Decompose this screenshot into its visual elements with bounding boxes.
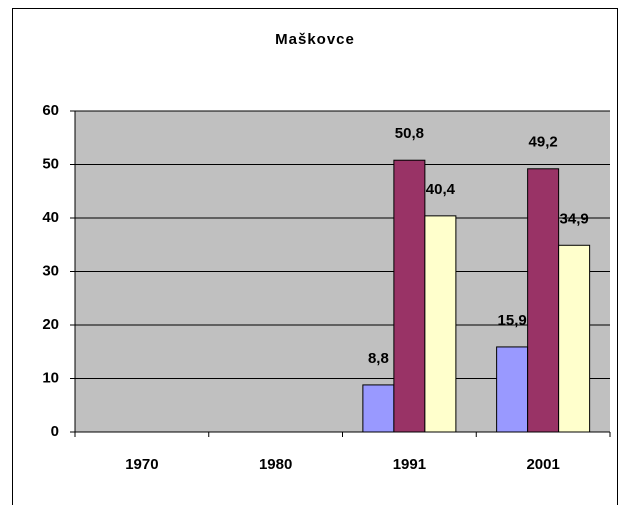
bar	[527, 168, 560, 433]
y-tick-label: 20	[42, 316, 59, 333]
data-label: 34,9	[560, 210, 589, 227]
y-tick-label: 50	[42, 155, 59, 172]
y-tick-label: 60	[42, 102, 59, 119]
bar	[496, 346, 529, 433]
x-tick-label: 2001	[526, 456, 559, 473]
bar	[424, 215, 457, 433]
y-tick-label: 30	[42, 262, 59, 279]
chart-frame	[12, 8, 618, 505]
y-tick-label: 0	[51, 423, 59, 440]
data-label: 49,2	[529, 134, 558, 151]
y-tick-label: 10	[42, 369, 59, 386]
x-tick-label: 1991	[393, 456, 426, 473]
y-tick-label: 40	[42, 209, 59, 226]
bar	[362, 384, 395, 433]
data-label: 50,8	[395, 125, 424, 142]
data-label: 40,4	[426, 181, 456, 198]
data-label: 15,9	[498, 312, 527, 329]
chart-title: Maškovce	[275, 31, 355, 48]
bar	[558, 244, 591, 433]
bar	[393, 159, 426, 433]
data-label: 8,8	[368, 350, 389, 367]
x-tick-label: 1980	[259, 456, 292, 473]
x-tick-label: 1970	[125, 456, 158, 473]
